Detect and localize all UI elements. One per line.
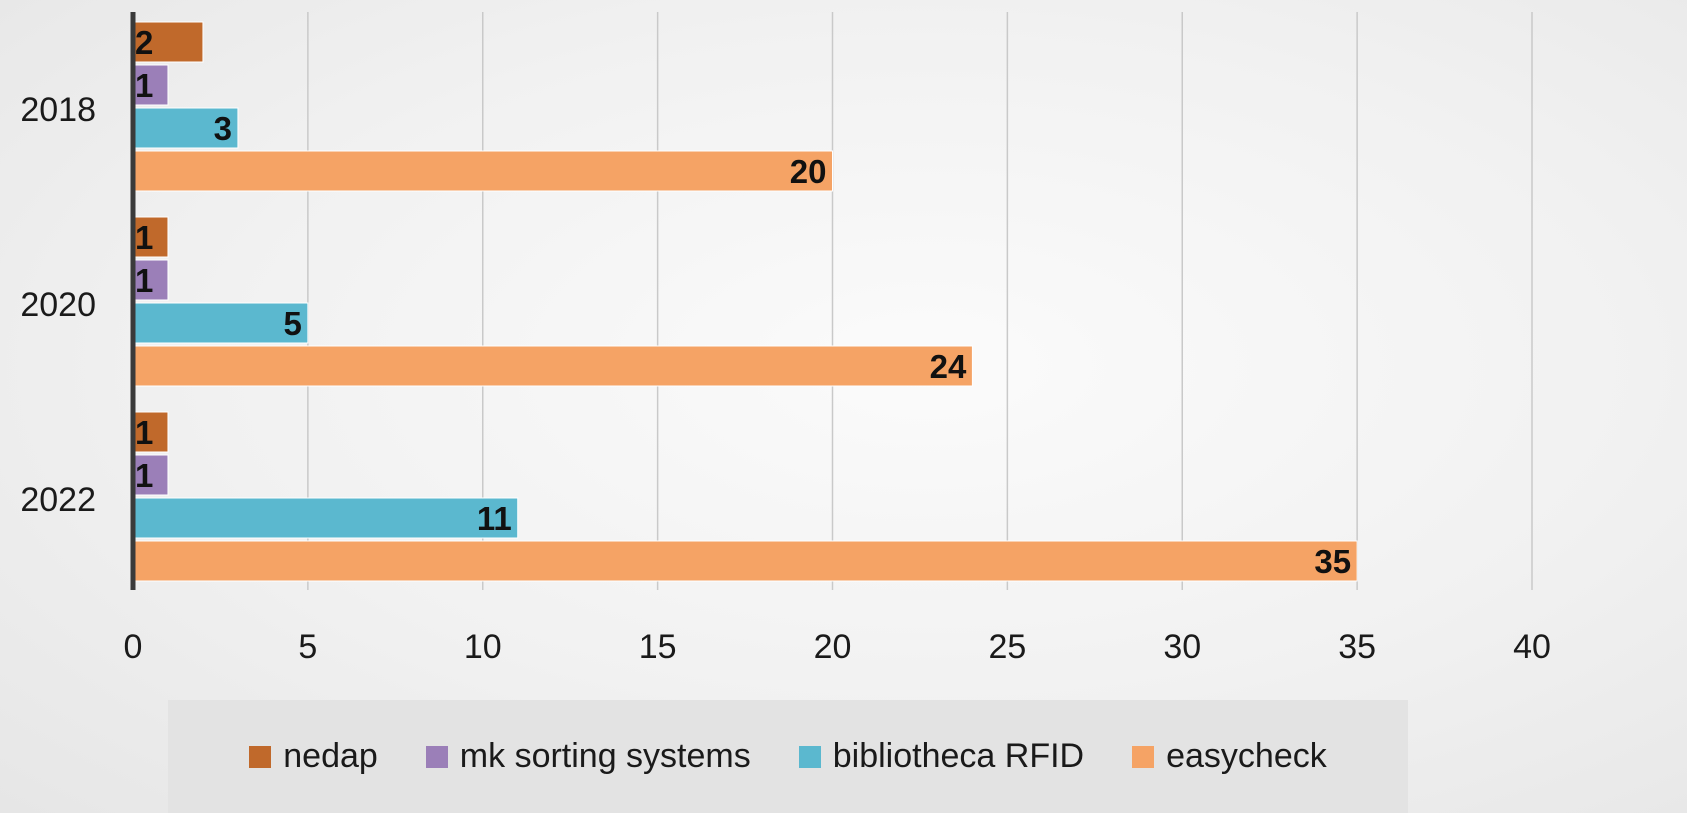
bar-easycheck [132,150,833,192]
legend-item-mk-sorting-systems: mk sorting systems [425,737,751,776]
data-label: 11 [477,500,512,537]
y-category-label: 2022 [20,481,96,519]
data-label: 1 [135,67,153,104]
legend-item-nedap: nedap [249,737,378,776]
legend-swatch-nedap [249,745,272,768]
bar-mk-sorting-systems [132,259,169,301]
data-label: 20 [790,153,827,190]
x-tick-label: 0 [124,628,143,666]
x-tick-label: 10 [464,628,502,666]
x-tick-label: 5 [298,628,317,666]
data-label: 1 [135,414,153,451]
legend-swatch-easycheck [1132,745,1155,768]
legend-label-bibliotheca-rfid: bibliotheca RFID [832,737,1085,775]
x-tick-label: 40 [1513,628,1551,666]
legend: nedap mk sorting systems bibliotheca RFI… [168,700,1408,813]
x-tick-label: 25 [988,628,1026,666]
bar-mk-sorting-systems [132,64,169,106]
bar-nedap [132,216,169,258]
bar-bibliotheca-rfid [132,497,519,539]
legend-item-easycheck: easycheck [1132,737,1327,776]
y-category-label: 2020 [20,286,96,324]
y-category-label: 2018 [20,91,96,129]
bar-bibliotheca-rfid [132,302,309,344]
data-label: 1 [135,219,153,256]
data-label: 3 [214,110,232,147]
bar-mk-sorting-systems [132,454,169,496]
legend-swatch-mk-sorting-systems [425,745,448,768]
x-tick-label: 30 [1163,628,1201,666]
data-label: 24 [930,348,967,385]
bar-nedap [132,411,169,453]
legend-label-nedap: nedap [283,737,378,775]
legend-swatch-bibliotheca-rfid [798,745,821,768]
legend-item-bibliotheca-rfid: bibliotheca RFID [798,737,1085,776]
bar-easycheck [132,345,973,387]
data-label: 5 [284,305,302,342]
x-tick-label: 20 [814,628,852,666]
data-label: 1 [135,262,153,299]
data-label: 2 [135,24,153,61]
legend-label-easycheck: easycheck [1166,737,1327,775]
bar-easycheck [132,540,1358,582]
x-tick-label: 35 [1338,628,1376,666]
bar-bibliotheca-rfid [132,107,239,149]
data-label: 35 [1314,543,1351,580]
x-tick-label: 15 [639,628,677,666]
data-label: 1 [135,457,153,494]
legend-label-mk-sorting-systems: mk sorting systems [459,737,751,775]
